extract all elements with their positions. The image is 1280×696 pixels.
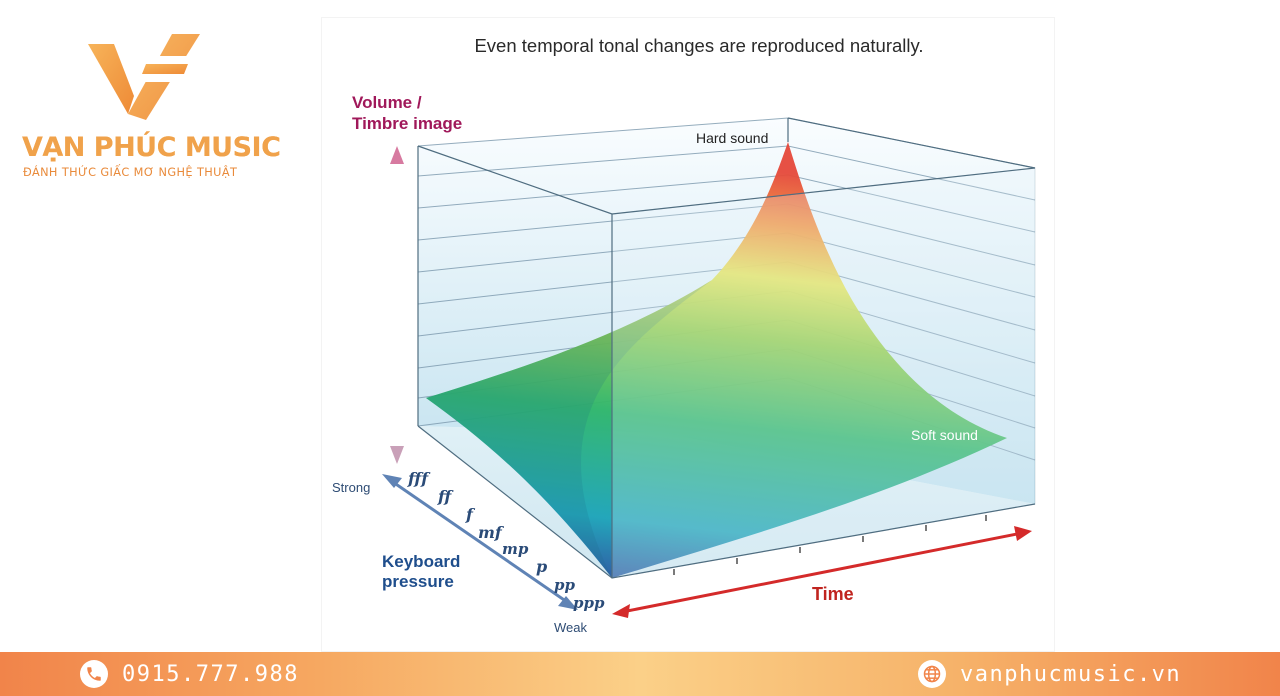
dynamic-mf: mf (478, 523, 505, 542)
phone-number: 0915.777.988 (122, 661, 299, 687)
front-panel (611, 167, 1036, 579)
volume-label-line2: Timbre image (352, 114, 462, 133)
vf-logo-icon (88, 34, 200, 120)
globe-icon (918, 660, 946, 688)
time-label: Time (812, 584, 854, 604)
dynamic-f: f (465, 505, 476, 524)
website-link[interactable]: vanphucmusic.vn (918, 652, 1181, 696)
brand-name: VẠN PHÚC MUSIC (22, 132, 281, 163)
soft-sound-label: Soft sound (911, 427, 978, 443)
dynamics-markings: fff ff f mf mp p pp ppp (407, 469, 605, 612)
hard-sound-label: Hard sound (696, 130, 768, 146)
dynamic-fff: fff (407, 469, 431, 488)
dynamic-pp: pp (554, 576, 575, 594)
dynamic-mp: mp (502, 540, 529, 558)
figure-title: Even temporal tonal changes are reproduc… (474, 35, 923, 56)
surface-shading (426, 280, 712, 578)
box-edges (417, 117, 1036, 579)
dynamic-ff: ff (437, 487, 454, 506)
phone-contact[interactable]: 0915.777.988 (80, 652, 299, 696)
dynamic-p: p (536, 557, 547, 576)
brand-logo: VẠN PHÚC MUSIC ĐÁNH THỨC GIẤC MƠ NGHỆ TH… (18, 26, 281, 186)
time-ticks (673, 515, 987, 575)
phone-icon (80, 660, 108, 688)
strong-label: Strong (332, 480, 370, 495)
pressure-arrow (382, 474, 578, 610)
dynamic-ppp: ppp (573, 594, 605, 612)
website-url: vanphucmusic.vn (960, 661, 1182, 687)
volume-arrow (390, 146, 404, 464)
time-arrow (612, 526, 1032, 618)
response-surface (426, 142, 1007, 578)
volume-label-line1: Volume / (352, 93, 422, 112)
brand-slogan: ĐÁNH THỨC GIẤC MƠ NGHỆ THUẬT (23, 166, 238, 179)
tonal-change-diagram: Even temporal tonal changes are reproduc… (322, 18, 1054, 651)
weak-label: Weak (554, 620, 587, 635)
footer-bar: 0915.777.988 vanphucmusic.vn (0, 652, 1280, 696)
pressure-label-line1: Keyboard (382, 552, 460, 571)
pressure-label-line2: pressure (382, 572, 454, 591)
